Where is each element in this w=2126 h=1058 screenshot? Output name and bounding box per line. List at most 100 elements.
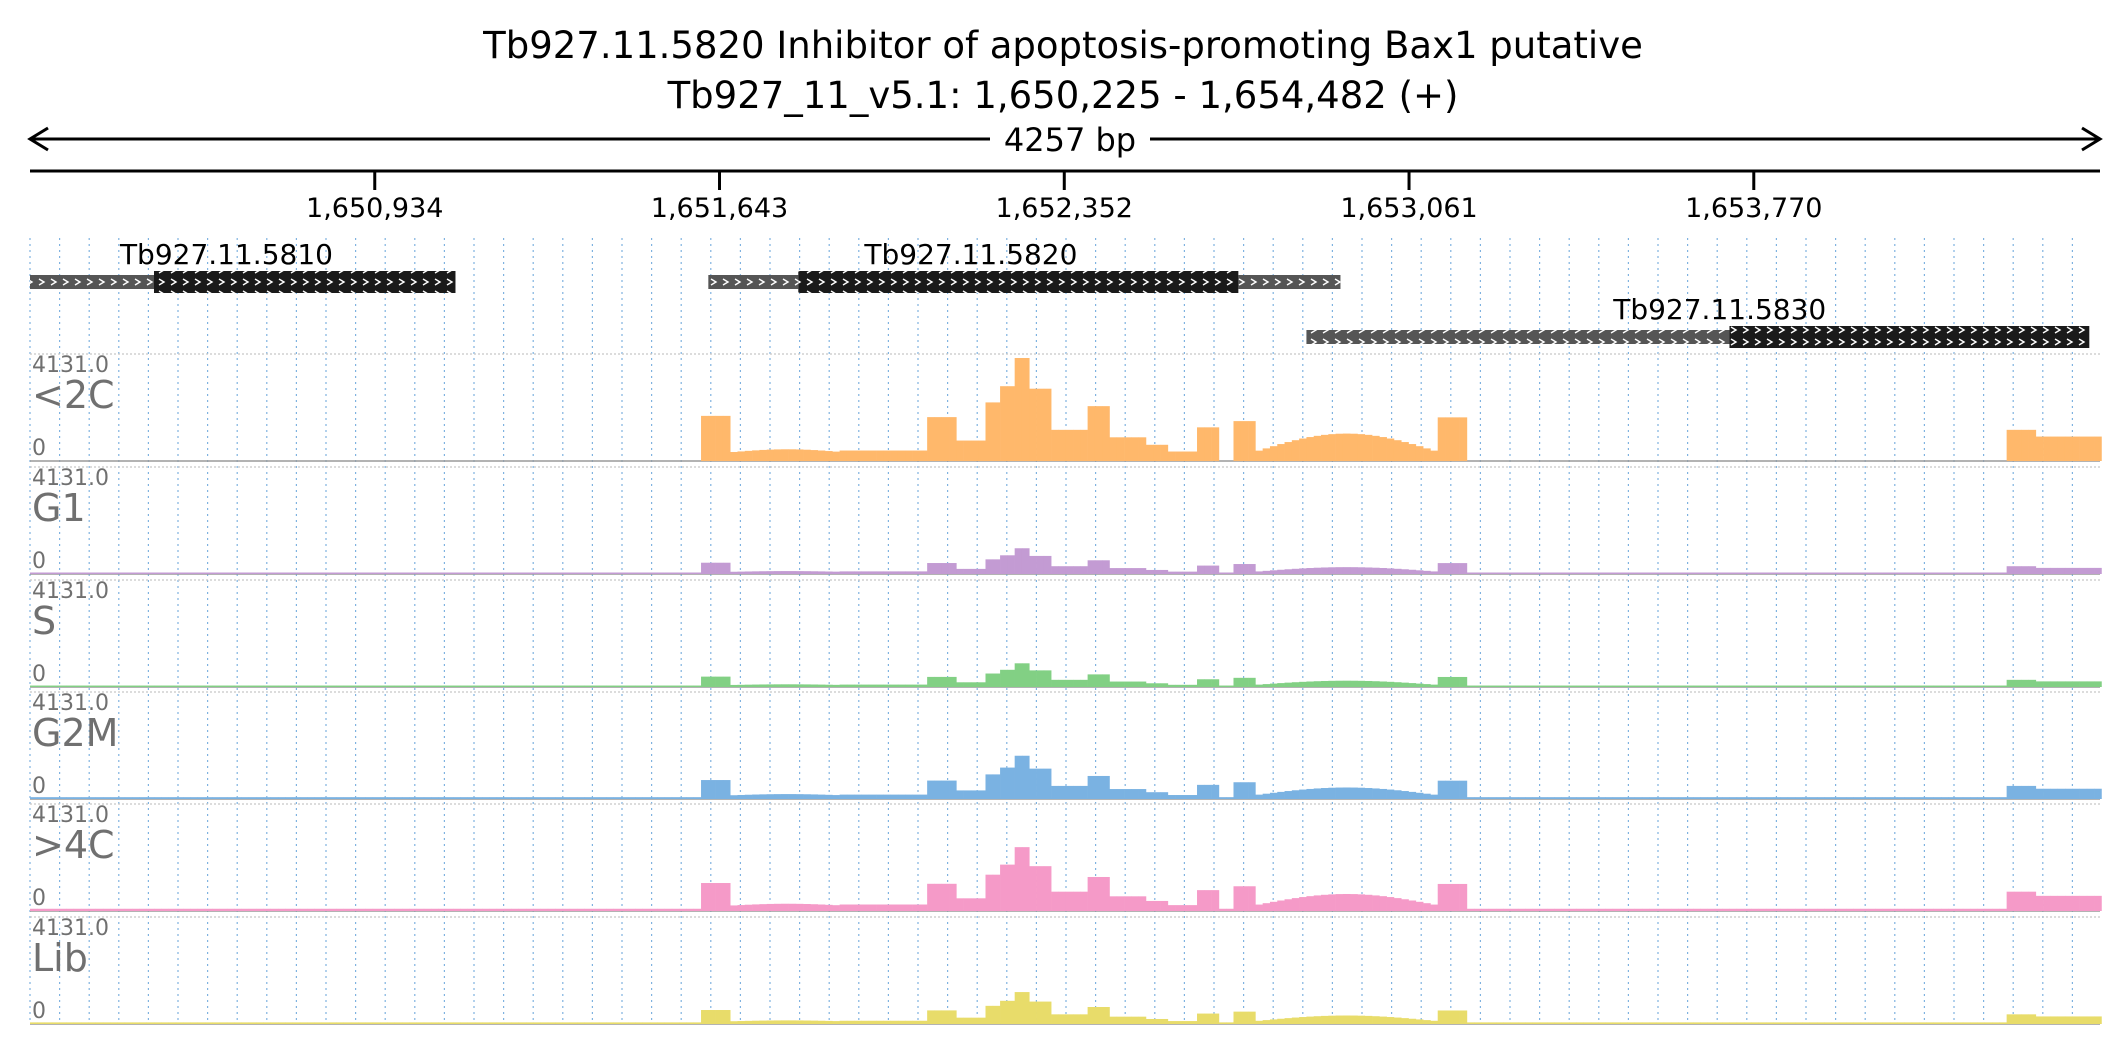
coverage-bar: [1466, 572, 1475, 574]
coverage-bar: [511, 685, 519, 687]
coverage-bar: [825, 571, 833, 574]
coverage-bar: [1124, 896, 1132, 911]
coverage-bar: [1634, 1022, 1643, 1024]
coverage-bar: [1561, 572, 1570, 574]
coverage-bar: [219, 685, 228, 687]
coverage-bar: [102, 685, 111, 687]
coverage-bar: [438, 685, 447, 687]
coverage-bar: [569, 797, 578, 799]
coverage-bar: [1014, 358, 1023, 461]
coverage-bar: [1707, 685, 1716, 687]
coverage-bar: [329, 1022, 337, 1024]
coverage-bar: [547, 1022, 556, 1024]
coverage-bar: [518, 572, 527, 574]
coverage-bar: [759, 904, 767, 911]
coverage-bar: [2057, 681, 2066, 687]
coverage-bar: [73, 1022, 82, 1024]
coverage-bar: [59, 572, 67, 574]
coverage-bar: [1153, 1018, 1161, 1024]
coverage-bar: [496, 908, 505, 911]
coverage-bar: [2013, 891, 2022, 911]
coverage-bar: [1321, 788, 1329, 799]
coverage-bar: [380, 685, 388, 687]
coverage-bar: [1401, 682, 1409, 687]
coverage-bar: [1999, 908, 2007, 911]
coverage-bar: [1926, 908, 1934, 911]
coverage-bar: [1532, 572, 1541, 574]
coverage-bar: [671, 797, 680, 799]
coverage-bar: [1671, 908, 1679, 911]
coverage-bar: [321, 797, 330, 799]
coverage-bar: [876, 1020, 884, 1024]
coverage-bar: [292, 572, 301, 574]
coverage-bar: [1073, 679, 1081, 687]
coverage-bar: [37, 908, 45, 911]
coverage-bar: [1102, 775, 1110, 799]
coverage-bar: [2064, 567, 2073, 574]
coverage-bar: [197, 685, 206, 687]
coverage-bar: [1897, 685, 1905, 687]
coverage-bar: [1758, 797, 1767, 799]
coverage-bar: [1058, 679, 1067, 687]
coverage-bar: [868, 571, 877, 574]
coverage-bar: [1313, 567, 1322, 574]
coverage-bar: [1481, 908, 1490, 911]
coverage-bar: [168, 685, 177, 687]
coverage-bar: [1321, 567, 1329, 574]
coverage-bar: [1357, 787, 1366, 799]
coverage-bar: [416, 1022, 425, 1024]
coverage-bar: [1948, 797, 1956, 799]
coverage-bar: [584, 572, 592, 574]
coverage-bar: [1831, 797, 1840, 799]
coverage-bar: [511, 572, 519, 574]
coverage-bar: [1058, 1014, 1067, 1024]
strand-arrows: [798, 271, 1239, 293]
coverage-bar: [1649, 572, 1657, 574]
coverage-bar: [1656, 572, 1665, 574]
coverage-bar: [752, 450, 760, 461]
coverage-bar: [978, 1017, 986, 1024]
coverage-bar: [854, 794, 862, 799]
coverage-bar: [949, 676, 957, 687]
coverage-bar: [1525, 685, 1533, 687]
coverage-bar: [1342, 893, 1351, 911]
coverage-bar: [321, 1022, 330, 1024]
coverage-bar: [635, 908, 643, 911]
coverage-bar: [1955, 908, 1964, 911]
coverage-bar: [59, 797, 67, 799]
coverage-bar: [1277, 900, 1285, 911]
coverage-bar: [73, 685, 82, 687]
coverage-bar: [1773, 685, 1781, 687]
coverage-bar: [905, 1020, 913, 1024]
coverage-bar: [1765, 1022, 1774, 1024]
coverage-bar: [1364, 434, 1373, 461]
coverage-bar: [562, 908, 571, 911]
coverage-bar: [1306, 681, 1315, 687]
coverage-bar: [963, 682, 972, 687]
coverage-bar: [839, 684, 848, 687]
coverage-bar: [1269, 792, 1278, 799]
coverage-bar: [1401, 442, 1409, 461]
coverage-bar: [1955, 1022, 1964, 1024]
coverage-bar: [1102, 876, 1110, 911]
coverage-bar: [1561, 908, 1570, 911]
coverage-bar: [401, 797, 410, 799]
coverage-bar: [161, 685, 169, 687]
coverage-bar: [839, 1020, 848, 1024]
coverage-bar: [949, 780, 957, 799]
coverage-bar: [555, 1022, 563, 1024]
coverage-bar: [256, 1022, 264, 1024]
coverage-bar: [81, 572, 89, 574]
coverage-bar: [1838, 572, 1847, 574]
coverage-bar: [1065, 1014, 1074, 1024]
coverage-bar: [1029, 670, 1037, 687]
coverage-bar: [66, 908, 75, 911]
coverage-bar: [1889, 685, 1898, 687]
coverage-bar: [905, 571, 913, 574]
coverage-bar: [1116, 437, 1125, 461]
coverage-bar: [1007, 864, 1015, 911]
coverage-bar: [1328, 567, 1336, 574]
coverage-bar: [1831, 685, 1840, 687]
coverage-bar: [1430, 1020, 1439, 1024]
